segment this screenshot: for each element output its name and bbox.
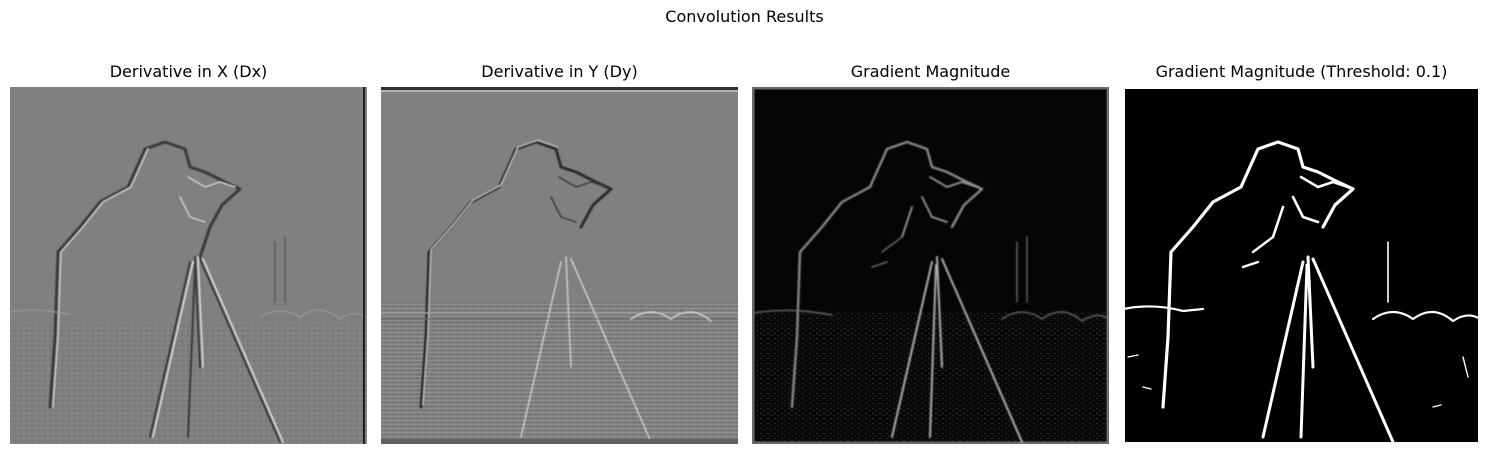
panel-title-threshold: Gradient Magnitude (Threshold: 0.1) [1155,62,1448,81]
threshold-image [1123,87,1480,444]
panel-threshold: Gradient Magnitude (Threshold: 0.1) [1123,60,1480,445]
panel-dx: Derivative in X (Dx) [10,60,367,445]
dy-image [381,87,738,444]
magnitude-image [752,87,1109,444]
dx-image [10,87,367,444]
panel-dy: Derivative in Y (Dy) [381,60,738,445]
figure-title: Convolution Results [665,7,824,26]
panel-title-dx: Derivative in X (Dx) [109,62,268,81]
panel-title-magnitude: Gradient Magnitude [850,62,1011,81]
panel-magnitude: Gradient Magnitude [752,60,1109,445]
panel-title-dy: Derivative in Y (Dy) [481,62,638,81]
